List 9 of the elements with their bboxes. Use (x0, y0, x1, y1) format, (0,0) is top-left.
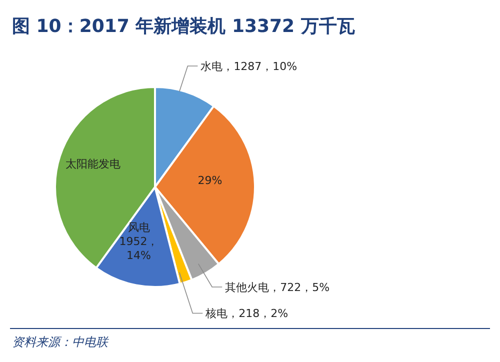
chart-title: 图 10：2017 年新增装机 13372 万千瓦 (12, 15, 355, 38)
slice-label: 太阳能发电 (65, 157, 120, 170)
slice-label: 风电 (128, 220, 150, 234)
slice-label: 其他火电，722，5% (225, 281, 330, 294)
slice-label: 核电，218，2% (204, 307, 288, 320)
slice-label: 水电，1287，10% (200, 60, 298, 73)
text: 资料来源：中电联 (12, 334, 108, 351)
data-label: 29% (198, 174, 222, 188)
data-label: 1952，14% (119, 234, 158, 262)
